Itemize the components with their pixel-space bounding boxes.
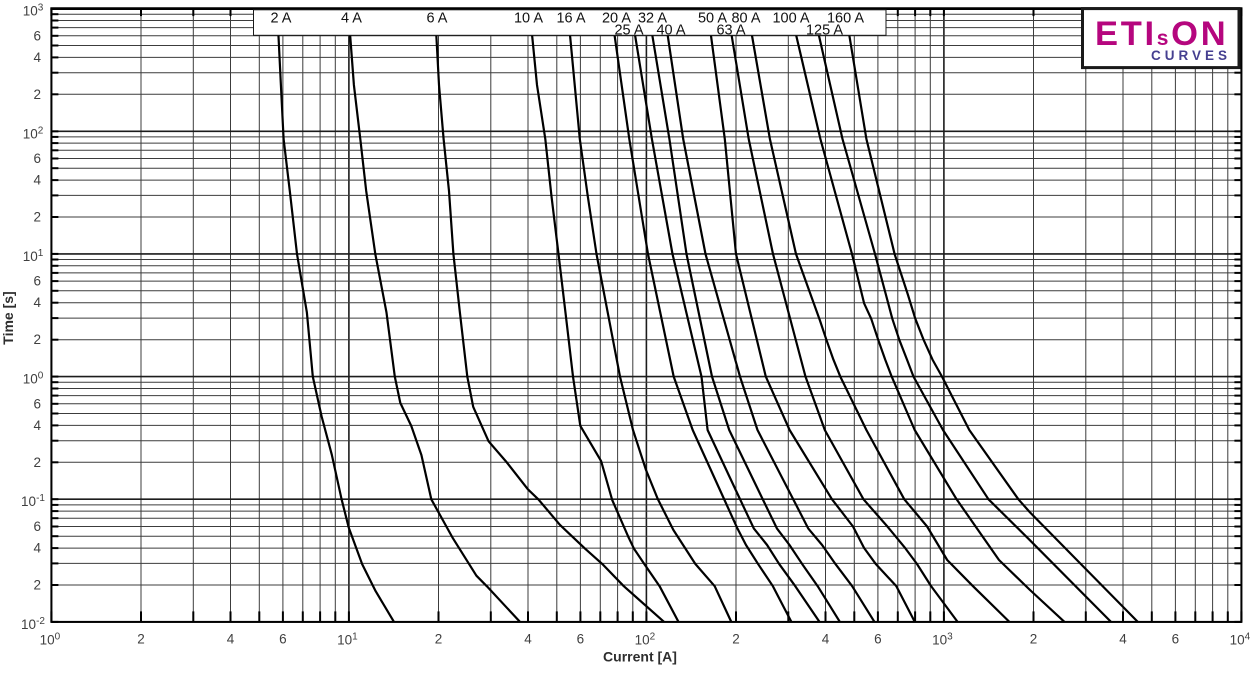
svg-text:6: 6 [279, 632, 287, 647]
svg-text:2: 2 [33, 87, 41, 102]
svg-text:4: 4 [524, 632, 532, 647]
svg-text:6: 6 [577, 632, 585, 647]
svg-text:4: 4 [227, 632, 235, 647]
svg-text:6: 6 [33, 519, 41, 534]
svg-text:2: 2 [137, 632, 145, 647]
svg-text:2: 2 [33, 578, 41, 593]
svg-text:4: 4 [1119, 632, 1127, 647]
svg-text:6: 6 [33, 274, 41, 289]
svg-text:20 A: 20 A [602, 11, 631, 27]
svg-text:40 A: 40 A [656, 23, 685, 39]
svg-text:2: 2 [33, 210, 41, 225]
svg-text:4: 4 [33, 173, 41, 188]
svg-text:100 A: 100 A [772, 11, 809, 27]
svg-text:Time [s]: Time [s] [0, 291, 16, 344]
svg-text:2: 2 [435, 632, 443, 647]
svg-text:4: 4 [33, 541, 41, 556]
svg-text:4: 4 [33, 295, 41, 310]
svg-text:32 A: 32 A [638, 11, 667, 27]
svg-text:63 A: 63 A [716, 23, 745, 39]
svg-text:2: 2 [732, 632, 740, 647]
svg-text:16 A: 16 A [556, 11, 585, 27]
svg-text:4: 4 [33, 50, 41, 65]
svg-text:4: 4 [33, 418, 41, 433]
svg-text:50 A: 50 A [698, 11, 727, 27]
svg-text:160 A: 160 A [827, 11, 864, 27]
svg-text:10 A: 10 A [514, 11, 543, 27]
svg-text:80 A: 80 A [731, 11, 760, 27]
svg-text:6: 6 [1172, 632, 1180, 647]
svg-text:4 A: 4 A [341, 11, 362, 27]
svg-text:6: 6 [33, 151, 41, 166]
svg-text:6: 6 [33, 396, 41, 411]
svg-text:6: 6 [33, 28, 41, 43]
svg-text:2: 2 [1030, 632, 1038, 647]
svg-text:2: 2 [33, 455, 41, 470]
svg-text:2: 2 [33, 332, 41, 347]
svg-text:2 A: 2 A [271, 11, 292, 27]
svg-text:25 A: 25 A [614, 23, 643, 39]
svg-text:6: 6 [874, 632, 882, 647]
svg-text:125 A: 125 A [806, 23, 843, 39]
svg-text:CURVES: CURVES [1151, 48, 1231, 63]
svg-text:Current [A]: Current [A] [603, 649, 677, 665]
svg-text:4: 4 [822, 632, 830, 647]
svg-text:6 A: 6 A [427, 11, 448, 27]
